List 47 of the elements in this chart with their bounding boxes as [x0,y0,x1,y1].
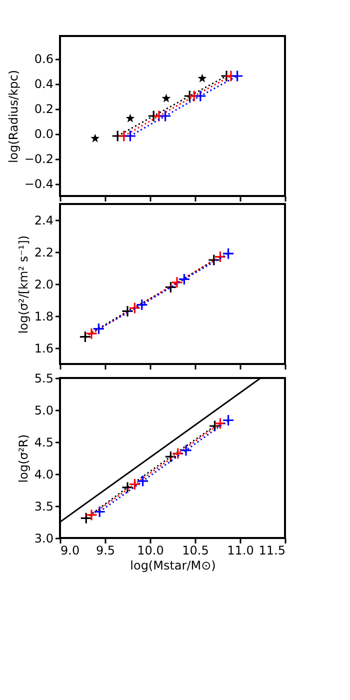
x-tick-label: 10.0 [137,544,164,558]
y-tick-label: 0.0 [34,127,54,141]
y-tick-label: 0.4 [34,77,54,91]
point [198,74,207,82]
point [121,305,134,318]
y-tick-label: 1.8 [34,310,54,324]
point [164,281,177,294]
point [92,322,105,335]
y-tick-label: 2.4 [34,214,54,228]
point [162,94,171,102]
point [126,114,135,122]
point [194,90,206,102]
y-axis-title: log(σ²R) [16,434,30,483]
y-tick-label: 5.5 [34,372,54,386]
y-tick-label: 5.0 [34,404,54,418]
point [90,134,100,142]
point [231,70,244,82]
y-tick-label: −0.2 [24,152,54,166]
y-tick-label: 0.6 [34,52,54,66]
y-tick-label: −0.4 [24,177,54,191]
y-axis-title: log(σ²/[km² s⁻¹]) [16,235,30,334]
x-tick-label: 9.5 [96,544,116,558]
point [214,250,226,263]
point [85,328,98,340]
y-tick-label: 2.2 [34,246,54,260]
y-tick-label: 2.0 [34,278,54,292]
y-tick-label: 0.2 [34,102,54,116]
point [208,254,220,266]
point [136,298,148,311]
x-tick-label: 11.0 [227,544,254,558]
point [124,130,136,142]
point [159,110,172,122]
point [128,302,141,314]
y-tick-label: 4.5 [34,436,54,450]
y-tick-label: 4.0 [34,468,54,482]
x-tick-label: 10.5 [182,544,209,558]
point [79,330,92,343]
x-tick-label: 11.5 [258,544,286,558]
x-axis-title: log(Mstar/M⊙) [130,558,216,572]
y-tick-label: 1.6 [34,342,54,356]
y-tick-label: 3.5 [34,500,54,514]
y-tick-label: 3.0 [34,532,54,546]
point [178,273,190,286]
x-tick-label: 9.0 [60,544,80,558]
point [170,276,184,288]
y-axis-title: log(Radius/kpc) [6,70,20,164]
point [222,248,234,260]
